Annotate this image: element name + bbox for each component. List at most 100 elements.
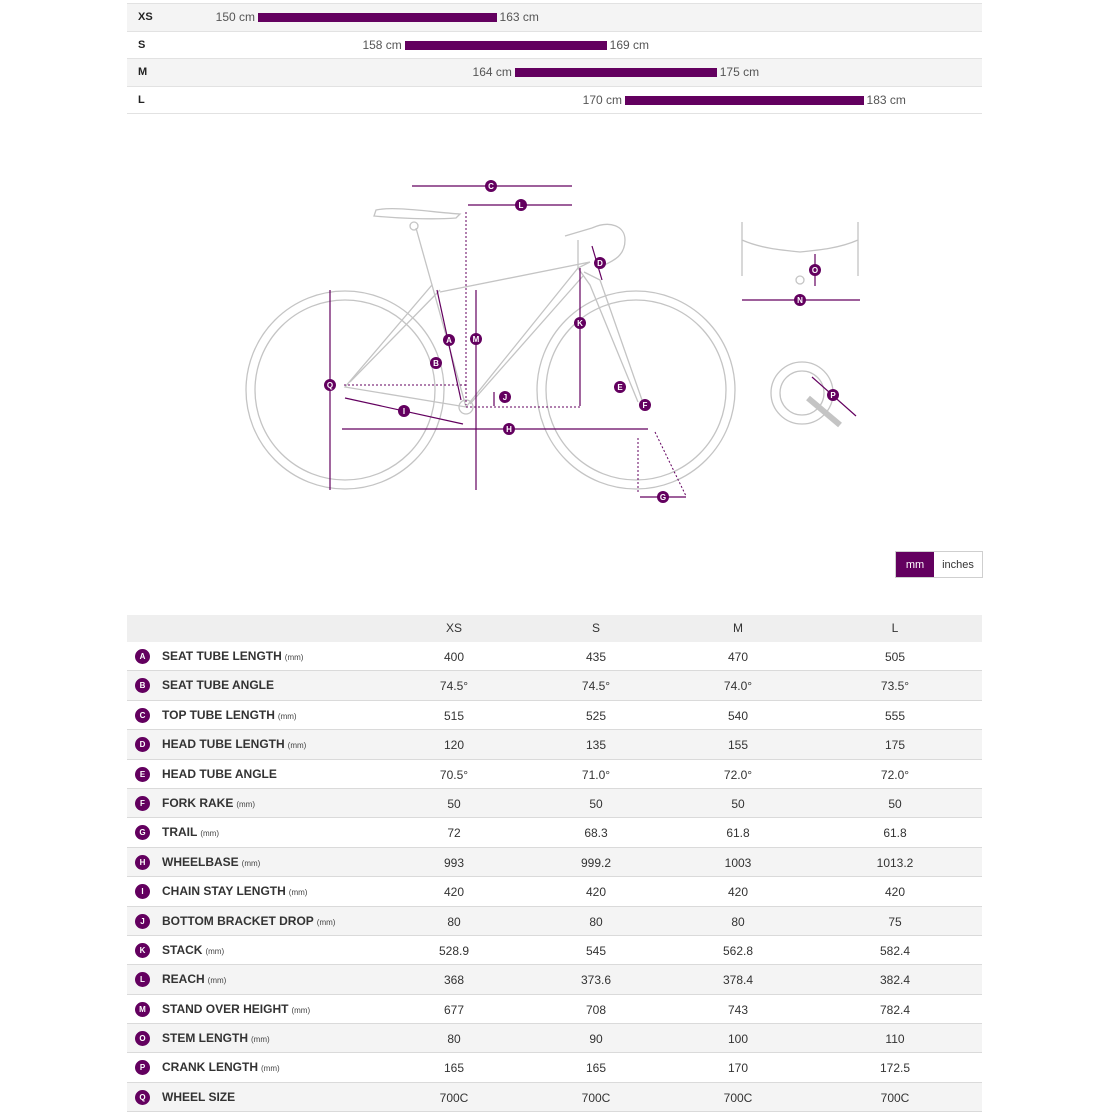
- size-row: L 170 cm 183 cm: [127, 86, 982, 114]
- column-header-l: L: [891, 621, 899, 635]
- measurement-name: TOP TUBE LENGTH (mm): [162, 707, 297, 722]
- rear-wheel: [245, 290, 445, 490]
- table-header-row: XS S M L: [127, 615, 982, 642]
- table-cell: 378.4: [722, 973, 754, 988]
- table-cell: 90: [589, 1032, 603, 1047]
- column-header-xs: XS: [445, 621, 462, 635]
- table-cell: 68.3: [584, 826, 608, 841]
- measurement-name: STEM LENGTH (mm): [162, 1031, 270, 1046]
- table-cell: 562.8: [722, 943, 754, 958]
- svg-text:F: F: [643, 401, 648, 410]
- inches-button[interactable]: inches: [934, 552, 982, 577]
- measurement-key-badge: G: [135, 825, 150, 841]
- fork: [577, 267, 639, 403]
- table-row: J BOTTOM BRACKET DROP (mm) 80 80 80 75: [127, 906, 982, 936]
- table-row: Q WHEEL SIZE 700C 700C 700C 700C: [127, 1082, 982, 1112]
- seatpost: [415, 227, 433, 286]
- front-rim: [545, 299, 727, 481]
- diagram-badge-c: C: [485, 180, 497, 192]
- table-cell: 420: [585, 885, 607, 900]
- table-cell: 420: [884, 885, 906, 900]
- stem: [564, 227, 593, 268]
- height-range-bar: [258, 13, 497, 22]
- diagram-badge-i: I: [398, 405, 410, 417]
- svg-text:D: D: [597, 259, 603, 268]
- measurement-key-badge: C: [135, 707, 150, 723]
- table-cell: 515: [443, 708, 465, 723]
- table-cell: 368: [443, 973, 465, 988]
- range-min-label: 158 cm: [362, 37, 402, 52]
- diagram-badge-h: H: [503, 423, 515, 435]
- svg-text:N: N: [797, 296, 803, 305]
- table-row: B SEAT TUBE ANGLE 74.5° 74.5° 74.0° 73.5°: [127, 671, 982, 701]
- diagram-badge-a: A: [443, 334, 455, 346]
- table-cell: 528.9: [438, 943, 470, 958]
- table-cell: 700C: [439, 1090, 469, 1105]
- measurement-unit: (mm): [277, 711, 297, 721]
- front-wheel: [536, 290, 736, 490]
- table-cell: 72.0°: [880, 767, 910, 782]
- table-cell: 100: [727, 1032, 749, 1047]
- svg-text:I: I: [403, 407, 405, 416]
- table-cell: 120: [443, 738, 465, 753]
- measurement-key-badge: J: [135, 913, 150, 929]
- seat-clamp: [409, 221, 419, 231]
- table-row: F FORK RAKE (mm) 50 50 50 50: [127, 788, 982, 819]
- fork-blade: [583, 271, 643, 401]
- diagram-badge-d: D: [594, 257, 606, 269]
- range-min-label: 164 cm: [472, 65, 512, 79]
- diagram-label-badges: A B C D E F G H I J K L M N O P Q: [324, 180, 839, 503]
- svg-text:O: O: [812, 266, 818, 275]
- measurement-name: REACH (mm): [162, 972, 227, 987]
- table-cell: 470: [727, 650, 749, 664]
- column-header-s: S: [591, 621, 600, 635]
- table-row: C TOP TUBE LENGTH (mm) 515 525 540 555: [127, 700, 982, 731]
- saddle: [373, 208, 462, 220]
- table-cell: 999.2: [580, 855, 612, 870]
- svg-text:Q: Q: [327, 381, 333, 390]
- height-range-bar: [625, 95, 864, 105]
- table-row: M STAND OVER HEIGHT (mm) 677 708 743 782.4: [127, 994, 982, 1025]
- size-label: L: [138, 93, 145, 106]
- svg-text:G: G: [660, 493, 666, 502]
- svg-text:K: K: [577, 319, 583, 328]
- measurement-name: CHAIN STAY LENGTH (mm): [162, 884, 308, 899]
- dimension-guides: [344, 212, 687, 497]
- measurement-unit: (mm): [200, 829, 219, 839]
- measurement-name: HEAD TUBE ANGLE: [162, 766, 277, 781]
- measurement-unit: (mm): [236, 799, 255, 809]
- diagram-badge-j: J: [499, 391, 511, 403]
- diagram-badge-e: E: [614, 381, 626, 393]
- svg-text:L: L: [519, 201, 524, 210]
- table-row: K STACK (mm) 528.9 545 562.8 582.4: [127, 935, 982, 966]
- size-label: M: [138, 66, 148, 78]
- measurement-name: STAND OVER HEIGHT (mm): [162, 1001, 311, 1016]
- height-range-bar: [514, 68, 717, 77]
- table-cell: 175: [884, 738, 906, 753]
- table-cell: 50: [589, 796, 603, 811]
- diagram-badge-l: L: [515, 199, 527, 211]
- measurement-name: CRANK LENGTH (mm): [162, 1060, 280, 1075]
- measurement-unit: (mm): [291, 1005, 311, 1015]
- dimension-lines: [329, 185, 860, 498]
- measurement-key-badge: M: [135, 1001, 150, 1017]
- mm-button[interactable]: mm: [896, 552, 934, 577]
- table-cell: 50: [888, 796, 902, 811]
- height-range-bar: [404, 40, 607, 50]
- table-row: H WHEELBASE (mm) 993 999.2 1003 1013.2: [127, 847, 982, 878]
- table-cell: 677: [443, 1002, 465, 1017]
- front-triangle: [439, 261, 591, 408]
- table-cell: 50: [731, 796, 745, 811]
- table-row: L REACH (mm) 368 373.6 378.4 382.4: [127, 965, 982, 995]
- measurement-unit: (mm): [261, 1064, 280, 1074]
- svg-text:P: P: [830, 391, 836, 400]
- bike-frame-drawing: [245, 208, 859, 490]
- table-cell: 80: [447, 914, 461, 929]
- table-cell: 743: [727, 1002, 749, 1017]
- diagram-badge-k: K: [574, 317, 586, 329]
- table-row: O STEM LENGTH (mm) 80 90 100 110: [127, 1024, 982, 1054]
- range-max-label: 169 cm: [609, 37, 649, 52]
- handlebar-front-view: [741, 222, 859, 276]
- seat-stay: [349, 289, 441, 383]
- range-max-label: 183 cm: [866, 92, 906, 107]
